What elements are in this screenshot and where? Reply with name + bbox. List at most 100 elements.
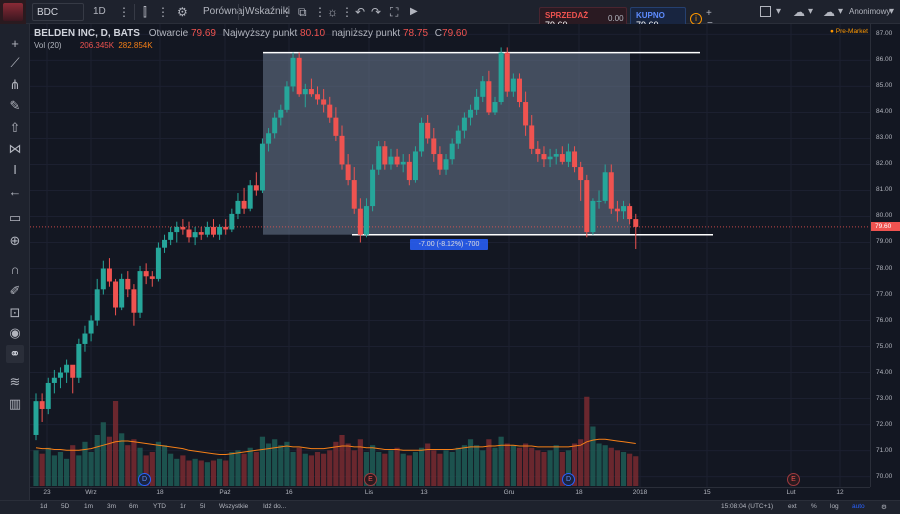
symbol-search-input[interactable]: BDC [32, 3, 84, 21]
volume-legend-label[interactable]: Vol (20) [34, 41, 62, 50]
candle-body [278, 109, 284, 118]
earnings-event-icon[interactable]: E [787, 473, 800, 486]
candle-body [70, 364, 76, 378]
chart-type-icon[interactable]: ⫿ [143, 5, 147, 19]
volume-bar [76, 455, 82, 486]
lock-drawings-icon[interactable]: ✐ [9, 283, 21, 298]
back-arrow-icon[interactable]: ← [8, 183, 22, 199]
chart-canvas[interactable] [30, 24, 870, 487]
range-3m-button[interactable]: 3m [107, 503, 117, 510]
time-tick-label: Lis [364, 489, 374, 496]
candle-body [217, 226, 223, 235]
measure-label: -7.00 (-8.12%) -700 [410, 238, 488, 250]
user-menu-chevron-icon[interactable]: ▾ [889, 6, 895, 17]
plus-icon[interactable]: + [706, 8, 712, 19]
range-5d-button[interactable]: 5D [61, 503, 70, 510]
log-scale-toggle[interactable]: log [830, 503, 839, 510]
time-tick-label: Paź [219, 489, 231, 496]
price-tick-label: 83.00 [876, 134, 893, 142]
go-to-date-button[interactable]: Idź do... [263, 503, 287, 510]
range-1y-button[interactable]: 1r [180, 503, 186, 510]
chart-settings-icon[interactable]: ⚙ [881, 504, 887, 511]
candle-body [259, 143, 265, 191]
layers-icon[interactable]: ≋ [9, 374, 21, 389]
indicators-menu-icon[interactable]: ⋮ [281, 5, 293, 19]
candle-body [137, 271, 143, 313]
zoom-icon[interactable]: ⊕ [9, 233, 21, 248]
trend-line-icon[interactable]: ⟋ [10, 55, 20, 70]
auto-scale-toggle[interactable]: auto [852, 503, 865, 510]
range-6m-button[interactable]: 6m [129, 503, 139, 510]
fullscreen-icon[interactable]: ⛶ [390, 5, 399, 19]
prediction-icon[interactable]: ⋈ [8, 141, 22, 156]
minus-icon[interactable]: − [707, 15, 713, 33]
templates-icon[interactable]: ⧉ [298, 5, 307, 19]
earnings-event-icon[interactable]: E [364, 473, 377, 486]
cloud-save-icon[interactable]: ☁ [793, 5, 805, 19]
time-axis[interactable]: 23 Wrz 18 Paź 16 Lis 13 Gru 18 2018 15 Lut 12 [30, 487, 870, 500]
crosshair-icon[interactable]: + [11, 35, 19, 51]
compare-button[interactable]: Porównaj [203, 6, 245, 17]
interval-selector[interactable]: 1D [93, 6, 106, 17]
dividend-event-icon[interactable]: D [562, 473, 575, 486]
redo-icon[interactable]: ↷ [371, 5, 382, 19]
candle-body [412, 151, 418, 181]
clock-display[interactable]: 15:08:04 (UTC+1) [721, 503, 774, 510]
volume-bar [467, 439, 474, 486]
candle-body [541, 154, 547, 160]
volume-bar [192, 458, 198, 486]
link-icon[interactable]: ⚭ [6, 345, 24, 363]
trash-icon[interactable]: ▥ [8, 396, 22, 411]
ruler-icon[interactable]: ▭ [8, 210, 22, 225]
eye-icon[interactable]: ◉ [9, 325, 21, 340]
chart-pane[interactable]: BELDEN INC, D, BATS Otwarcie 79.69 Najwy… [30, 24, 870, 487]
range-1d-button[interactable]: 1d [40, 503, 48, 510]
templates-menu-icon[interactable]: ⋮ [314, 5, 326, 19]
brush-icon[interactable]: ✎ [9, 98, 21, 113]
percent-scale-toggle[interactable]: % [811, 503, 817, 510]
alert-icon[interactable]: ☼ [327, 5, 338, 19]
volume-bar [314, 452, 321, 486]
premarket-icon: ● [830, 28, 834, 35]
volume-bar [498, 436, 504, 486]
cloud-save-menu-icon[interactable]: ▾ [808, 6, 814, 17]
volume-ma-line [35, 438, 636, 456]
time-tick-label: 15 [703, 489, 711, 496]
layout-menu-icon[interactable]: ▾ [776, 6, 782, 17]
magnet-icon[interactable]: ∩ [10, 261, 20, 277]
undo-icon[interactable]: ↶ [355, 5, 366, 19]
layout-icon[interactable] [760, 6, 771, 17]
candle-body [627, 206, 633, 220]
current-price-tag: 79.60 [871, 222, 900, 232]
measure-box [263, 52, 630, 235]
user-menu[interactable]: Anonimowy [849, 7, 891, 16]
time-tick-label: 12 [836, 489, 844, 496]
legend-low-label: najniższy punkt [331, 28, 401, 39]
volume-bar [431, 450, 437, 486]
range-1m-button[interactable]: 1m [84, 503, 94, 510]
pitchfork-icon[interactable]: ⋔ [9, 77, 21, 92]
chart-type-menu-icon[interactable]: ⋮ [157, 5, 169, 19]
lock-icon[interactable]: ⊡ [9, 305, 21, 320]
candle-body [455, 130, 461, 144]
settings-icon[interactable]: ⚙ [177, 5, 188, 19]
range-all-button[interactable]: Wszystkie [219, 503, 249, 510]
extended-hours-toggle[interactable]: ext [788, 503, 797, 510]
volume-bar [523, 443, 529, 486]
text-icon[interactable]: I [13, 161, 17, 177]
cloud-load-menu-icon[interactable]: ▾ [838, 6, 844, 17]
range-ytd-button[interactable]: YTD [153, 503, 166, 510]
replay-icon[interactable]: ▶ [410, 6, 418, 17]
indicators-button[interactable]: Wskaźniki [245, 6, 291, 17]
dividend-event-icon[interactable]: D [138, 473, 151, 486]
interval-menu-icon[interactable]: ⋮ [118, 5, 130, 19]
candle-body [33, 401, 39, 435]
price-axis[interactable]: 87.00 86.00 85.00 84.00 83.00 82.00 81.00 80.00… [870, 24, 900, 487]
time-tick-label: 13 [420, 489, 428, 496]
range-5y-button[interactable]: 5l [200, 503, 206, 510]
candle-body [296, 57, 302, 95]
legend-title[interactable]: BELDEN INC, D, BATS [34, 28, 140, 39]
patterns-icon[interactable]: ⇧ [9, 120, 21, 135]
alert-menu-icon[interactable]: ⋮ [341, 5, 353, 19]
cloud-load-icon[interactable]: ☁ [823, 5, 835, 19]
